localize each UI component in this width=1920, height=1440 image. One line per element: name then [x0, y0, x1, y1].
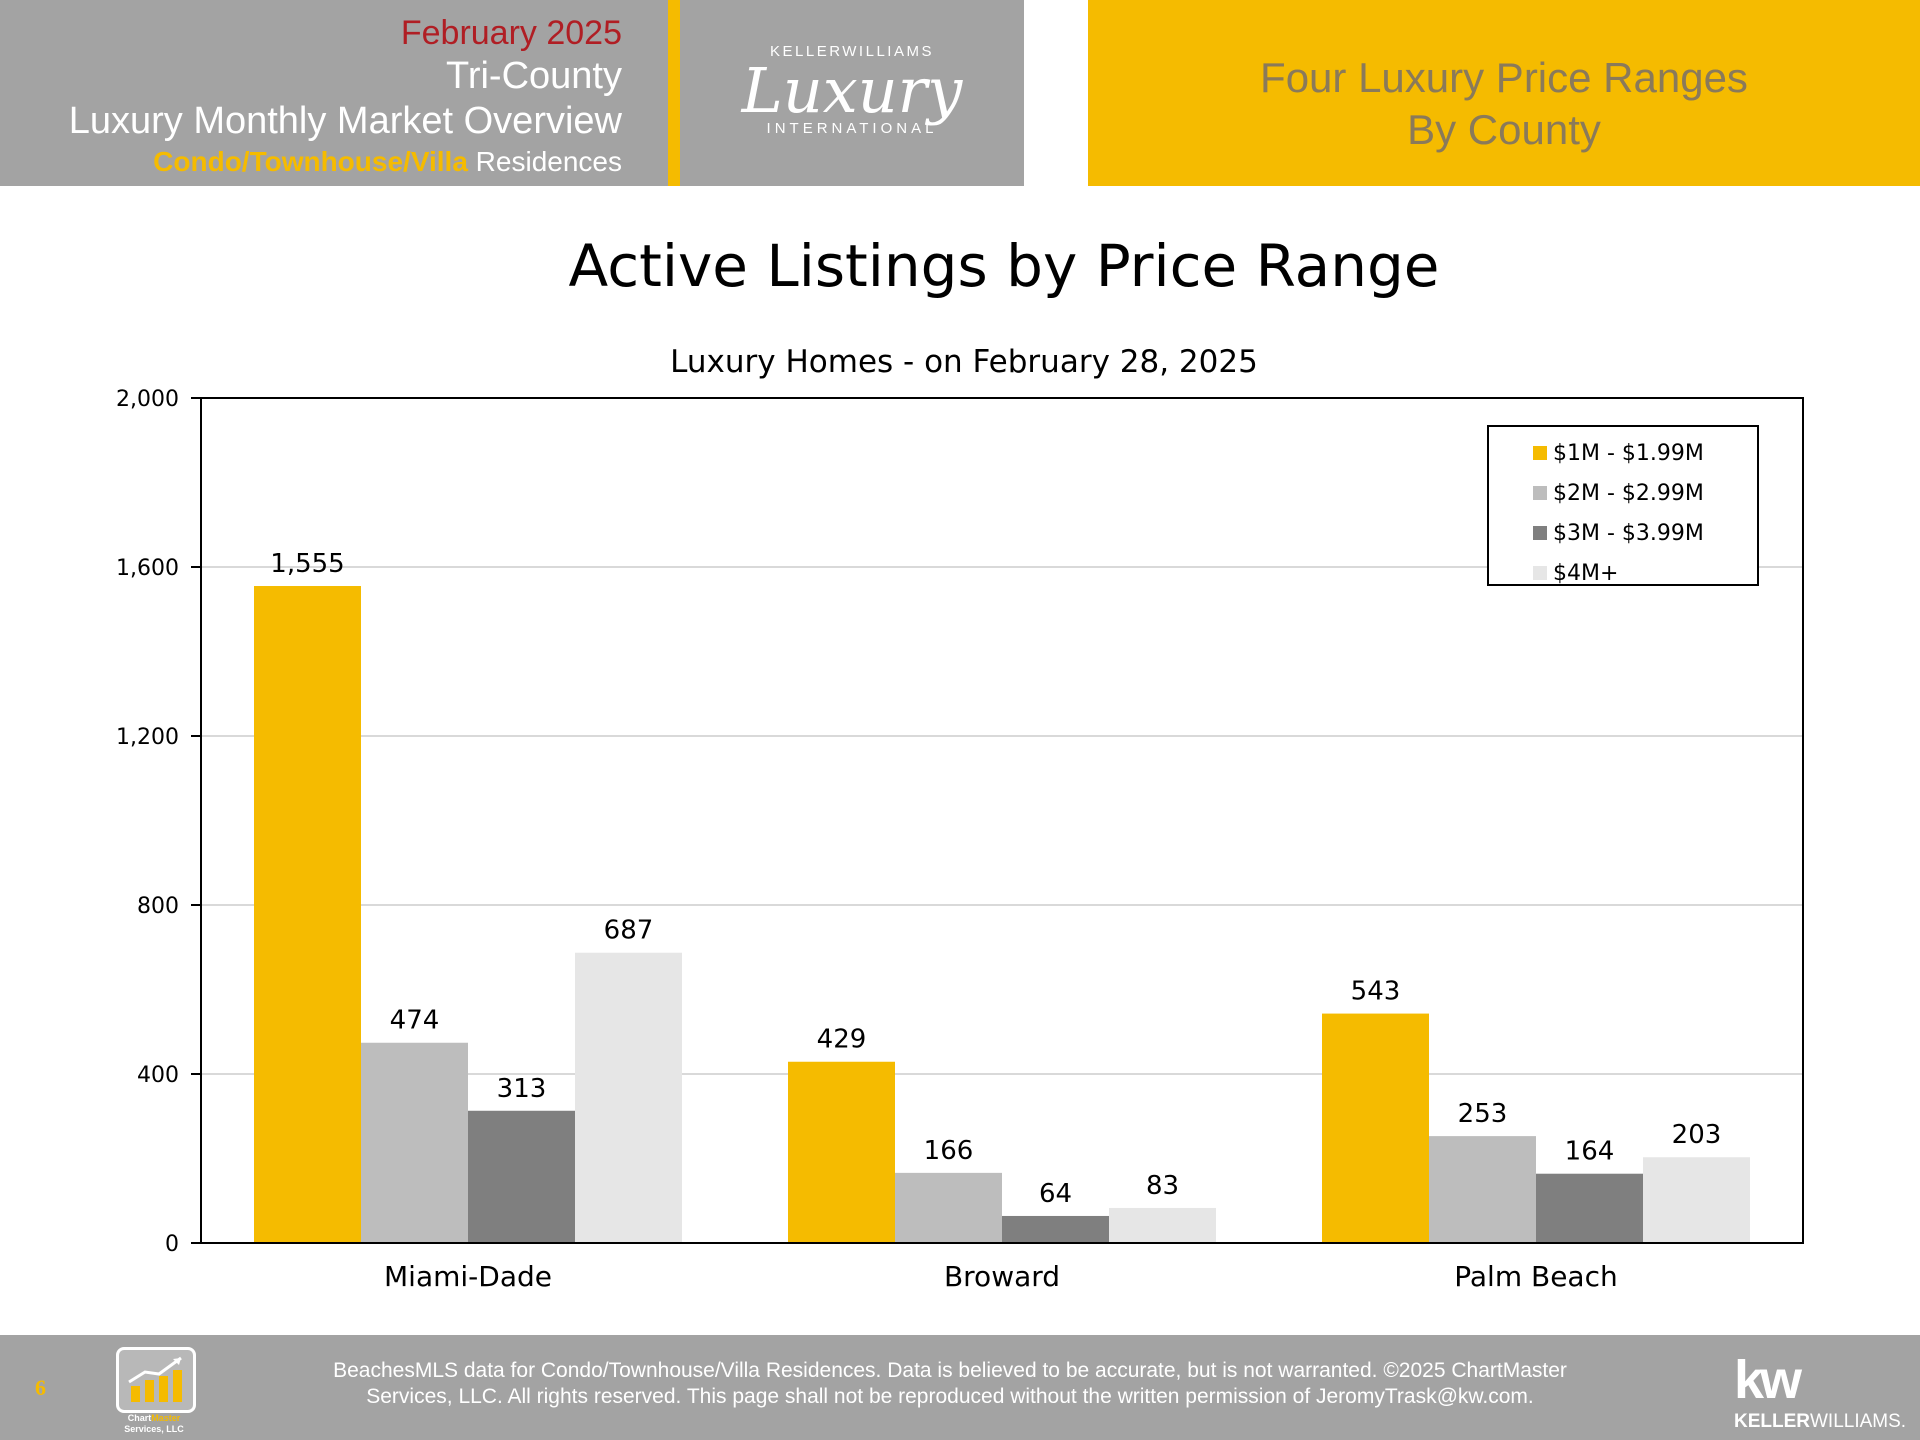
chartmaster-caption-b: Master	[151, 1413, 181, 1423]
chart-gridlines	[201, 566, 1803, 1075]
plot-area-frame	[200, 397, 1804, 1244]
bar-value-label: 1,555	[270, 549, 344, 579]
disclaimer-line2: Services, LLC. All rights reserved. This…	[366, 1385, 1534, 1408]
bar	[1536, 1173, 1643, 1243]
chart-bars	[254, 586, 1750, 1243]
bar	[1002, 1215, 1109, 1243]
y-axis: 0 400 800 1,200 1,600 2,000	[116, 387, 201, 1257]
footer-disclaimer: BeachesMLS data for Condo/Townhouse/Vill…	[230, 1358, 1670, 1410]
section-title-line1: Four Luxury Price Ranges	[1260, 54, 1748, 101]
bar	[1429, 1136, 1536, 1243]
chart-legend: $1M - $1.99M $2M - $2.99M $3M - $3.99M $4M+	[1487, 425, 1759, 586]
bar	[254, 586, 361, 1243]
page-number: 6	[35, 1375, 46, 1400]
x-axis: Miami-Dade Broward Palm Beach	[384, 1260, 1618, 1293]
bar-chart: Active Listings by Price Range Luxury Ho…	[116, 232, 1804, 1293]
report-month: February 2025	[400, 14, 622, 52]
section-title-line2: By County	[1407, 106, 1601, 153]
kw-logo-text-bold: KELLER	[1734, 1411, 1810, 1432]
kw-logo-mark: kw	[1734, 1350, 1802, 1410]
legend-label: $1M - $1.99M	[1553, 441, 1704, 466]
y-tick-label: 800	[137, 894, 179, 919]
legend-swatch	[1533, 526, 1547, 540]
segment-highlight: Condo/Townhouse/Villa	[153, 146, 468, 177]
section-header-panel: Four Luxury Price Ranges By County	[1088, 0, 1920, 186]
legend-swatch	[1533, 486, 1547, 500]
kw-logo-text-rest: WILLIAMS.	[1810, 1411, 1907, 1432]
bar-value-label: 429	[817, 1025, 867, 1055]
bar-value-label: 166	[924, 1136, 974, 1166]
header-divider-stripe	[668, 0, 680, 186]
report-segment: Condo/Townhouse/Villa Residences	[153, 146, 622, 178]
bar	[468, 1110, 575, 1243]
bar-value-label: 543	[1351, 977, 1401, 1007]
chart-title: Active Listings by Price Range	[569, 232, 1440, 300]
chartmaster-caption-a: Chart	[127, 1413, 152, 1423]
report-region: Tri-County	[446, 55, 622, 97]
kw-logo-text: KELLERWILLIAMS.	[1734, 1411, 1906, 1433]
y-tick-label: 400	[137, 1063, 179, 1088]
x-category-label: Palm Beach	[1454, 1260, 1617, 1293]
section-title: Four Luxury Price Ranges By County	[1088, 52, 1920, 156]
bar	[788, 1061, 895, 1243]
legend-label: $2M - $2.99M	[1553, 481, 1704, 506]
logo-top-text: KELLERWILLIAMS	[770, 43, 934, 60]
bar	[1322, 1013, 1429, 1243]
logo-bottom-text: INTERNATIONAL	[767, 120, 938, 137]
y-tick-label: 0	[165, 1232, 179, 1257]
bar	[895, 1172, 1002, 1243]
bar	[1643, 1157, 1750, 1243]
bar-value-label: 687	[604, 916, 654, 946]
footer-bar: 6 ChartMaster Services, LLC BeachesMLS d…	[0, 1335, 1920, 1440]
bar-value-label: 164	[1565, 1137, 1615, 1167]
y-tick-label: 1,200	[116, 725, 179, 750]
legend-label: $3M - $3.99M	[1553, 521, 1704, 546]
segment-rest: Residences	[467, 146, 622, 177]
chartmaster-caption: ChartMaster Services, LLC	[98, 1413, 210, 1435]
bar	[1109, 1207, 1216, 1243]
legend-swatch	[1533, 566, 1547, 580]
bar	[575, 952, 682, 1243]
chart-value-labels: 1,555 474 313 687 429 166 64 83 543 253 164 203	[270, 549, 1721, 1209]
y-tick-label: 2,000	[116, 387, 179, 412]
chartmaster-caption-c: Services, LLC	[124, 1424, 184, 1434]
x-category-label: Broward	[944, 1260, 1060, 1293]
bar	[361, 1042, 468, 1243]
bar-value-label: 474	[390, 1006, 440, 1036]
logo-script-text: Luxury	[741, 54, 964, 127]
kw-luxury-logo: KELLERWILLIAMS Luxury INTERNATIONAL	[680, 0, 1024, 186]
legend-label: $4M+	[1553, 561, 1618, 586]
chart-subtitle: Luxury Homes - on February 28, 2025	[670, 344, 1258, 380]
disclaimer-line1: BeachesMLS data for Condo/Townhouse/Vill…	[333, 1359, 1567, 1382]
y-tick-label: 1,600	[116, 556, 179, 581]
header-title-panel: February 2025 Tri-County Luxury Monthly …	[0, 0, 668, 186]
legend-swatch	[1533, 446, 1547, 460]
bar-value-label: 83	[1146, 1171, 1179, 1201]
x-category-label: Miami-Dade	[384, 1260, 552, 1293]
bar-value-label: 253	[1458, 1099, 1508, 1129]
bar-value-label: 64	[1039, 1179, 1072, 1209]
bar-value-label: 203	[1672, 1120, 1722, 1150]
chartmaster-logo	[116, 1347, 196, 1413]
report-title: Luxury Monthly Market Overview	[68, 100, 622, 142]
bar-value-label: 313	[497, 1074, 547, 1104]
